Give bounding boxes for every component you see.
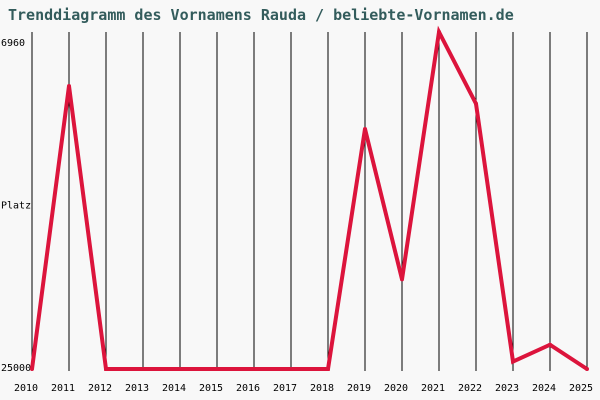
x-tick-2020: 2020 [384,383,408,394]
data-point-2010 [30,367,34,371]
data-point-2011 [67,83,71,88]
y-tick-top: 6960 [1,38,25,49]
data-point-2015 [215,367,219,371]
x-tick-2016: 2016 [236,383,260,394]
x-tick-2014: 2014 [162,383,186,394]
series-layer [30,25,589,371]
y-tick-labels: 6960 Platz 25000 [1,38,31,374]
x-tick-2013: 2013 [125,383,149,394]
chart-title: Trenddiagramm des Vornamens Rauda / beli… [8,6,514,24]
x-tick-2018: 2018 [310,383,334,394]
x-tick-2010: 2010 [14,383,38,394]
x-tick-2024: 2024 [532,383,556,394]
data-point-2020 [400,277,404,282]
x-tick-2015: 2015 [199,383,223,394]
x-tick-2021: 2021 [421,383,445,394]
grid-layer [31,32,588,371]
x-tick-2023: 2023 [495,383,519,394]
data-point-2017 [289,367,293,371]
data-point-2012 [104,367,108,371]
data-point-2021 [437,30,441,34]
x-tick-2022: 2022 [458,383,482,394]
data-point-2014 [178,367,182,371]
data-point-2022 [474,101,478,106]
x-tick-labels: 2010 2011 2012 2013 2014 2015 2016 2017 2018 2019… [14,383,593,394]
data-point-2025 [585,367,589,371]
data-point-2019 [363,126,367,131]
x-tick-2012: 2012 [88,383,112,394]
y-axis-label: Platz [1,201,31,212]
x-tick-2019: 2019 [347,383,371,394]
data-point-2023 [511,359,515,364]
data-point-2018 [326,367,330,371]
data-point-2016 [252,367,256,371]
data-point-2013 [141,367,145,371]
x-tick-2025: 2025 [569,383,593,394]
series-line [30,25,589,371]
data-point-2024 [548,342,552,347]
x-tick-2011: 2011 [51,383,75,394]
y-tick-bottom: 25000 [1,363,31,374]
x-tick-2017: 2017 [273,383,297,394]
